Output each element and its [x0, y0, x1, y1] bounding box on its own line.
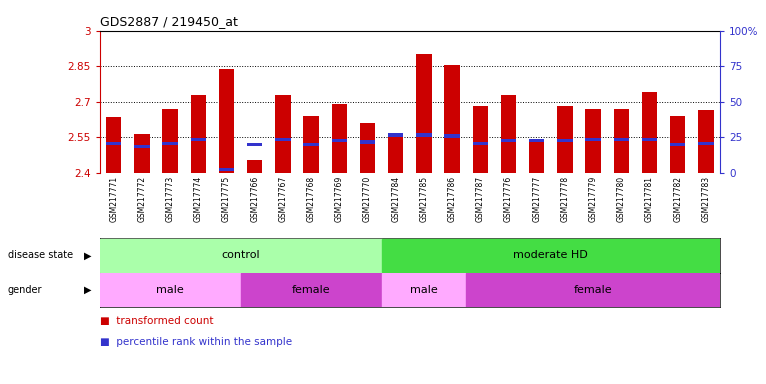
Bar	[332, 104, 347, 173]
Bar	[614, 138, 629, 141]
Bar	[585, 109, 601, 173]
Bar	[100, 239, 381, 272]
Text: female: female	[292, 285, 330, 295]
Bar	[219, 167, 234, 171]
Bar	[670, 143, 686, 146]
Text: gender: gender	[8, 285, 42, 295]
Bar	[241, 273, 381, 306]
Bar	[134, 145, 149, 148]
Bar	[501, 94, 516, 173]
Bar	[698, 142, 714, 145]
Text: disease state: disease state	[8, 250, 73, 260]
Text: moderate HD: moderate HD	[513, 250, 588, 260]
Bar	[275, 138, 290, 141]
Bar	[698, 110, 714, 173]
Bar	[529, 139, 545, 142]
Bar	[642, 92, 657, 173]
Bar	[303, 116, 319, 173]
Bar	[360, 123, 375, 173]
Bar	[473, 106, 488, 173]
Text: GDS2887 / 219450_at: GDS2887 / 219450_at	[100, 15, 237, 28]
Bar	[444, 65, 460, 173]
Bar	[191, 94, 206, 173]
Text: ▶: ▶	[84, 285, 92, 295]
Text: ■  percentile rank within the sample: ■ percentile rank within the sample	[100, 337, 292, 347]
Bar	[416, 133, 432, 137]
Bar	[473, 142, 488, 145]
Bar	[303, 143, 319, 146]
Text: control: control	[221, 250, 260, 260]
Bar	[247, 160, 263, 173]
Bar	[585, 138, 601, 141]
Bar	[219, 69, 234, 173]
Bar	[247, 143, 263, 146]
Bar	[388, 134, 404, 173]
Bar	[670, 116, 686, 173]
Bar	[100, 273, 241, 306]
Bar	[416, 55, 432, 173]
Bar	[106, 142, 122, 145]
Bar	[381, 273, 466, 306]
Bar	[134, 134, 149, 173]
Bar	[529, 141, 545, 173]
Bar	[501, 139, 516, 142]
Text: ▶: ▶	[84, 250, 92, 260]
Bar	[614, 109, 629, 173]
Bar	[466, 273, 720, 306]
Bar	[360, 141, 375, 144]
Text: ■  transformed count: ■ transformed count	[100, 316, 213, 326]
Bar	[332, 139, 347, 142]
Bar	[388, 133, 404, 137]
Bar	[191, 138, 206, 141]
Bar	[106, 117, 122, 173]
Bar	[444, 134, 460, 138]
Bar	[557, 139, 573, 142]
Text: female: female	[574, 285, 613, 295]
Bar	[381, 239, 720, 272]
Text: male: male	[156, 285, 184, 295]
Bar	[162, 109, 178, 173]
Bar	[642, 138, 657, 141]
Bar	[557, 106, 573, 173]
Bar	[275, 94, 290, 173]
Bar	[162, 142, 178, 145]
Text: male: male	[410, 285, 438, 295]
